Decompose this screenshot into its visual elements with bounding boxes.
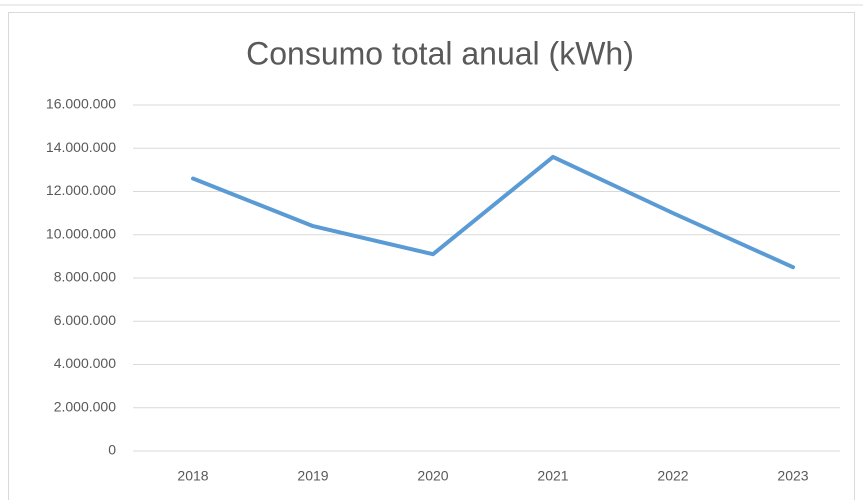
- y-tick-label: 2.000.000: [54, 398, 116, 414]
- x-tick-label: 2020: [417, 468, 448, 484]
- chart-title: Consumo total anual (kWh): [246, 35, 634, 71]
- y-tick-label: 0: [108, 442, 116, 458]
- x-tick-label: 2018: [177, 468, 208, 484]
- x-tick-label: 2019: [297, 468, 328, 484]
- x-tick-label: 2022: [657, 468, 688, 484]
- y-tick-label: 4.000.000: [54, 355, 116, 371]
- y-tick-label: 8.000.000: [54, 269, 116, 285]
- chart-frame: [8, 12, 855, 500]
- y-tick-label: 10.000.000: [46, 225, 116, 241]
- y-tick-label: 14.000.000: [46, 139, 116, 155]
- data-line: [191, 154, 795, 270]
- y-tick-label: 6.000.000: [54, 312, 116, 328]
- y-tick-label: 16.000.000: [46, 96, 116, 112]
- x-tick-label: 2023: [777, 468, 808, 484]
- x-tick-label: 2021: [537, 468, 568, 484]
- y-tick-label: 12.000.000: [46, 182, 116, 198]
